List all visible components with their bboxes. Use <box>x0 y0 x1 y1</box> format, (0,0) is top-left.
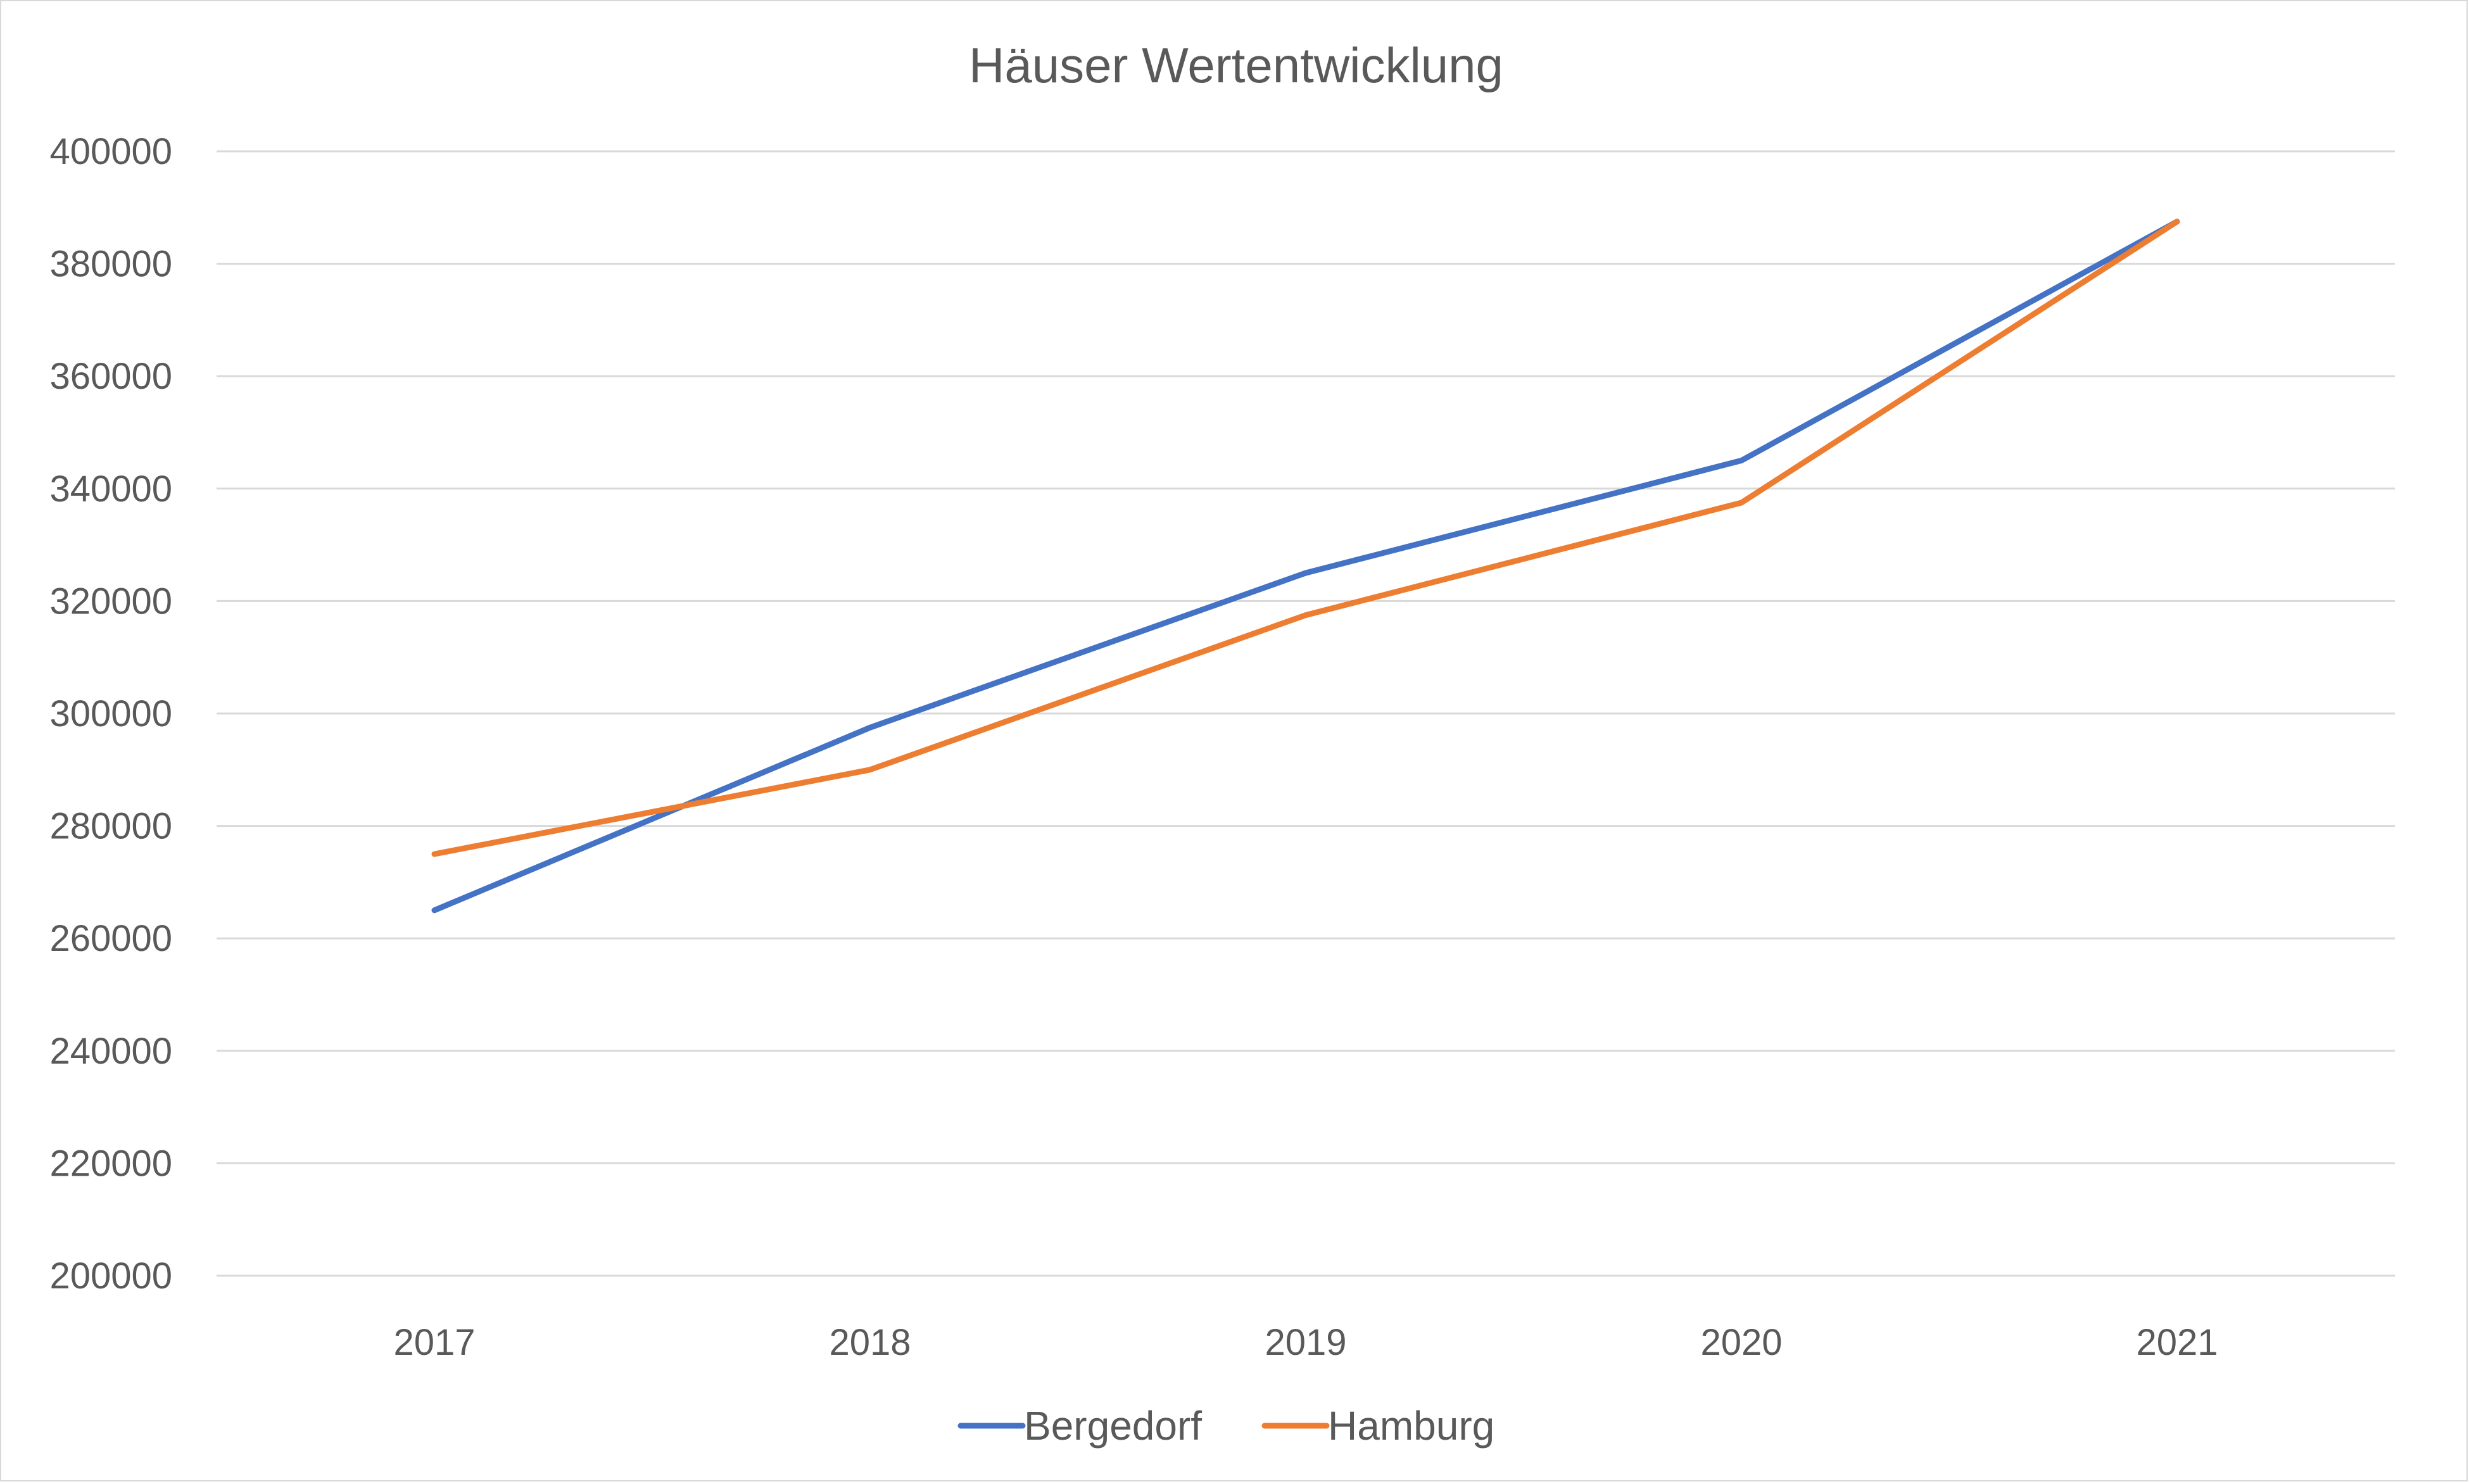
x-axis-tick-labels: 2017 2018 2019 2020 2021 <box>393 1322 2218 1363</box>
x-tick-label: 2020 <box>1700 1322 1782 1363</box>
x-tick-label: 2018 <box>829 1322 911 1363</box>
x-tick-label: 2019 <box>1265 1322 1346 1363</box>
series-line-bergedorf <box>431 218 2180 914</box>
y-axis-tick-labels: 200000 220000 240000 260000 280000 300000 3200… <box>49 131 172 1297</box>
y-tick-label: 300000 <box>49 693 172 734</box>
y-tick-label: 220000 <box>49 1143 172 1184</box>
y-tick-label: 400000 <box>49 131 172 172</box>
gridlines <box>217 150 2395 1277</box>
legend: Bergedorf Hamburg <box>957 1403 1494 1449</box>
y-tick-label: 260000 <box>49 918 172 959</box>
y-tick-label: 320000 <box>49 581 172 622</box>
y-tick-label: 380000 <box>49 244 172 285</box>
x-tick-label: 2021 <box>2136 1322 2218 1363</box>
y-tick-label: 360000 <box>49 356 172 397</box>
x-tick-label: 2017 <box>393 1322 475 1363</box>
legend-label-bergedorf: Bergedorf <box>1024 1403 1202 1449</box>
y-tick-label: 200000 <box>49 1255 172 1297</box>
chart-title: Häuser Wertentwicklung <box>969 37 1503 93</box>
legend-label-hamburg: Hamburg <box>1328 1403 1494 1449</box>
series-line-hamburg <box>431 218 2180 857</box>
y-tick-label: 340000 <box>49 468 172 510</box>
y-tick-label: 280000 <box>49 806 172 847</box>
y-tick-label: 240000 <box>49 1031 172 1072</box>
series-lines <box>431 218 2180 914</box>
